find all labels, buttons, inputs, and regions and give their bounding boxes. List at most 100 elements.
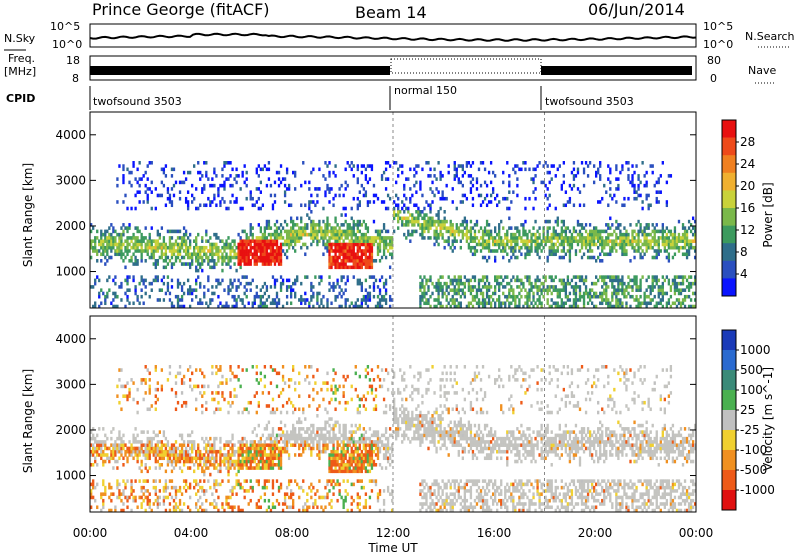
heatmap-cell [136,387,139,392]
heatmap-cell [326,216,329,221]
heatmap-cell [247,255,250,260]
heatmap-cell [134,498,137,503]
heatmap-cell [231,459,234,464]
heatmap-cell [609,278,612,283]
heatmap-cell [627,291,630,296]
heatmap-cell [253,262,256,266]
heatmap-cell [213,232,216,237]
heatmap-cell [378,229,382,234]
heatmap-cell [104,232,107,237]
heatmap-cell [108,226,111,230]
heatmap-cell [667,174,671,178]
heatmap-cell [423,213,426,217]
heatmap-cell [132,449,135,454]
heatmap-cell [186,505,190,510]
heatmap-cell [294,187,297,191]
heatmap-cell [556,236,559,240]
heatmap-cell [542,285,545,289]
heatmap-cell [154,446,157,451]
heatmap-cell [504,245,507,250]
heatmap-cell [231,433,234,438]
heatmap-cell [310,226,313,230]
heatmap-cell [122,492,125,496]
heatmap-cell [146,245,149,250]
heatmap-cell [580,161,584,165]
heatmap-cell [188,242,192,247]
heatmap-cell [657,285,660,289]
heatmap-cell [352,196,355,201]
heatmap-cell [455,206,458,211]
heatmap-cell [346,232,349,237]
heatmap-cell [300,236,303,240]
heatmap-cell [508,304,511,309]
heatmap-cell [154,489,157,493]
heatmap-cell [227,288,230,292]
heatmap-cell [261,255,265,260]
heatmap-cell [526,304,529,309]
heatmap-cell [401,216,404,221]
heatmap-cell [366,229,370,234]
heatmap-cell [213,167,216,172]
heatmap-cell [562,219,565,224]
heatmap-cell [146,252,149,257]
heatmap-cell [108,236,111,240]
heatmap-cell [215,479,218,483]
heatmap-cell [550,298,553,302]
heatmap-cell [237,174,240,178]
heatmap-cell [619,281,622,286]
heatmap-cell [150,206,153,211]
heatmap-cell [407,229,410,234]
heatmap-cell [344,236,347,240]
heatmap-cell [643,242,646,247]
heatmap-cell [425,161,428,165]
heatmap-cell [554,285,557,289]
heatmap-cell [144,365,147,369]
heatmap-cell [150,443,153,447]
heatmap-cell [180,239,184,243]
heatmap-cell [160,249,164,253]
heatmap-cell [263,453,267,457]
heatmap-cell [168,245,172,250]
heatmap-cell [178,466,182,470]
heatmap-cell [356,249,359,253]
heatmap-cell [552,242,555,247]
heatmap-cell [613,278,616,283]
heatmap-cell [201,384,204,389]
heatmap-cell [263,281,267,286]
heatmap-cell [457,177,460,181]
heatmap-cell [483,226,487,230]
heatmap-cell [437,298,440,302]
heatmap-cell [599,259,602,263]
heatmap-cell [572,177,576,181]
heatmap-cell [362,236,366,240]
heatmap-cell [340,259,343,263]
heatmap-cell [142,449,145,454]
heatmap-cell [615,294,618,299]
heatmap-cell [271,456,275,461]
heatmap-cell [211,298,214,302]
heatmap-cell [213,245,216,250]
heatmap-cell [548,239,551,243]
heatmap-cell [489,249,493,253]
heatmap-cell [433,219,436,224]
heatmap-cell [320,232,323,237]
heatmap-cell [407,223,410,227]
heatmap-cell [180,294,184,299]
heatmap-cell [409,196,412,201]
heatmap-cell [623,236,626,240]
heatmap-cell [568,252,572,257]
heatmap-cell [508,281,511,286]
heatmap-cell [599,275,602,279]
heatmap-cell [447,164,450,168]
heatmap-cell [453,164,456,168]
heatmap-cell [122,479,125,483]
heatmap-cell [253,252,256,257]
heatmap-cell [411,216,414,221]
heatmap-cell [657,245,660,250]
heatmap-cell [360,232,363,237]
heatmap-cell [607,275,610,279]
heatmap-cell [522,304,525,309]
heatmap-cell [512,291,515,296]
heatmap-cell [677,219,681,224]
heatmap-cell [469,232,473,237]
